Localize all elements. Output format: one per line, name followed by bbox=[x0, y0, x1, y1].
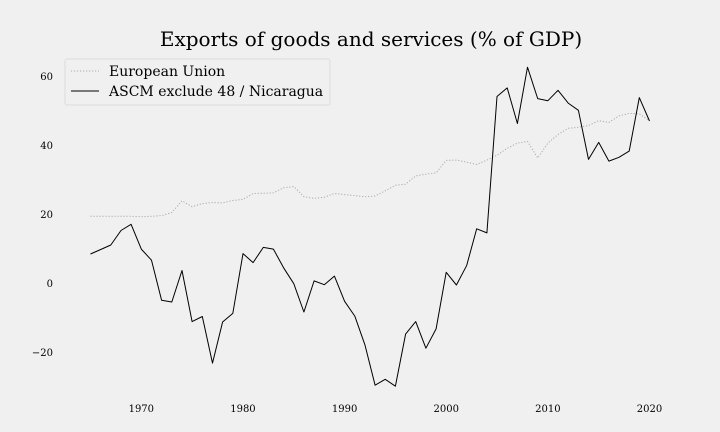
y-tick-label: 20 bbox=[40, 210, 53, 221]
x-tick-label: 1990 bbox=[332, 404, 357, 415]
series-line-european-union bbox=[90, 112, 650, 218]
legend: European Union ASCM exclude 48 / Nicarag… bbox=[64, 58, 331, 106]
legend-box bbox=[64, 58, 331, 106]
y-tick-label: −20 bbox=[32, 348, 53, 359]
y-axis-ticks: −20 0 20 40 60 bbox=[32, 72, 53, 359]
x-tick-label: 2010 bbox=[535, 404, 560, 415]
x-tick-label: 1970 bbox=[129, 404, 154, 415]
legend-label-european-union: European Union bbox=[109, 64, 225, 80]
x-tick-label: 2000 bbox=[434, 404, 459, 415]
y-tick-label: 40 bbox=[40, 141, 53, 152]
x-tick-label: 1980 bbox=[230, 404, 255, 415]
legend-label-nicaragua: ASCM exclude 48 / Nicaragua bbox=[108, 84, 323, 100]
y-tick-label: 60 bbox=[40, 72, 53, 83]
y-tick-label: 0 bbox=[47, 279, 53, 290]
x-axis-ticks: 1970 1980 1990 2000 2010 2020 bbox=[129, 404, 663, 415]
series-line-nicaragua bbox=[90, 66, 650, 387]
series-lines bbox=[90, 66, 650, 387]
x-tick-label: 2020 bbox=[637, 404, 662, 415]
chart-title: Exports of goods and services (% of GDP) bbox=[160, 27, 582, 51]
